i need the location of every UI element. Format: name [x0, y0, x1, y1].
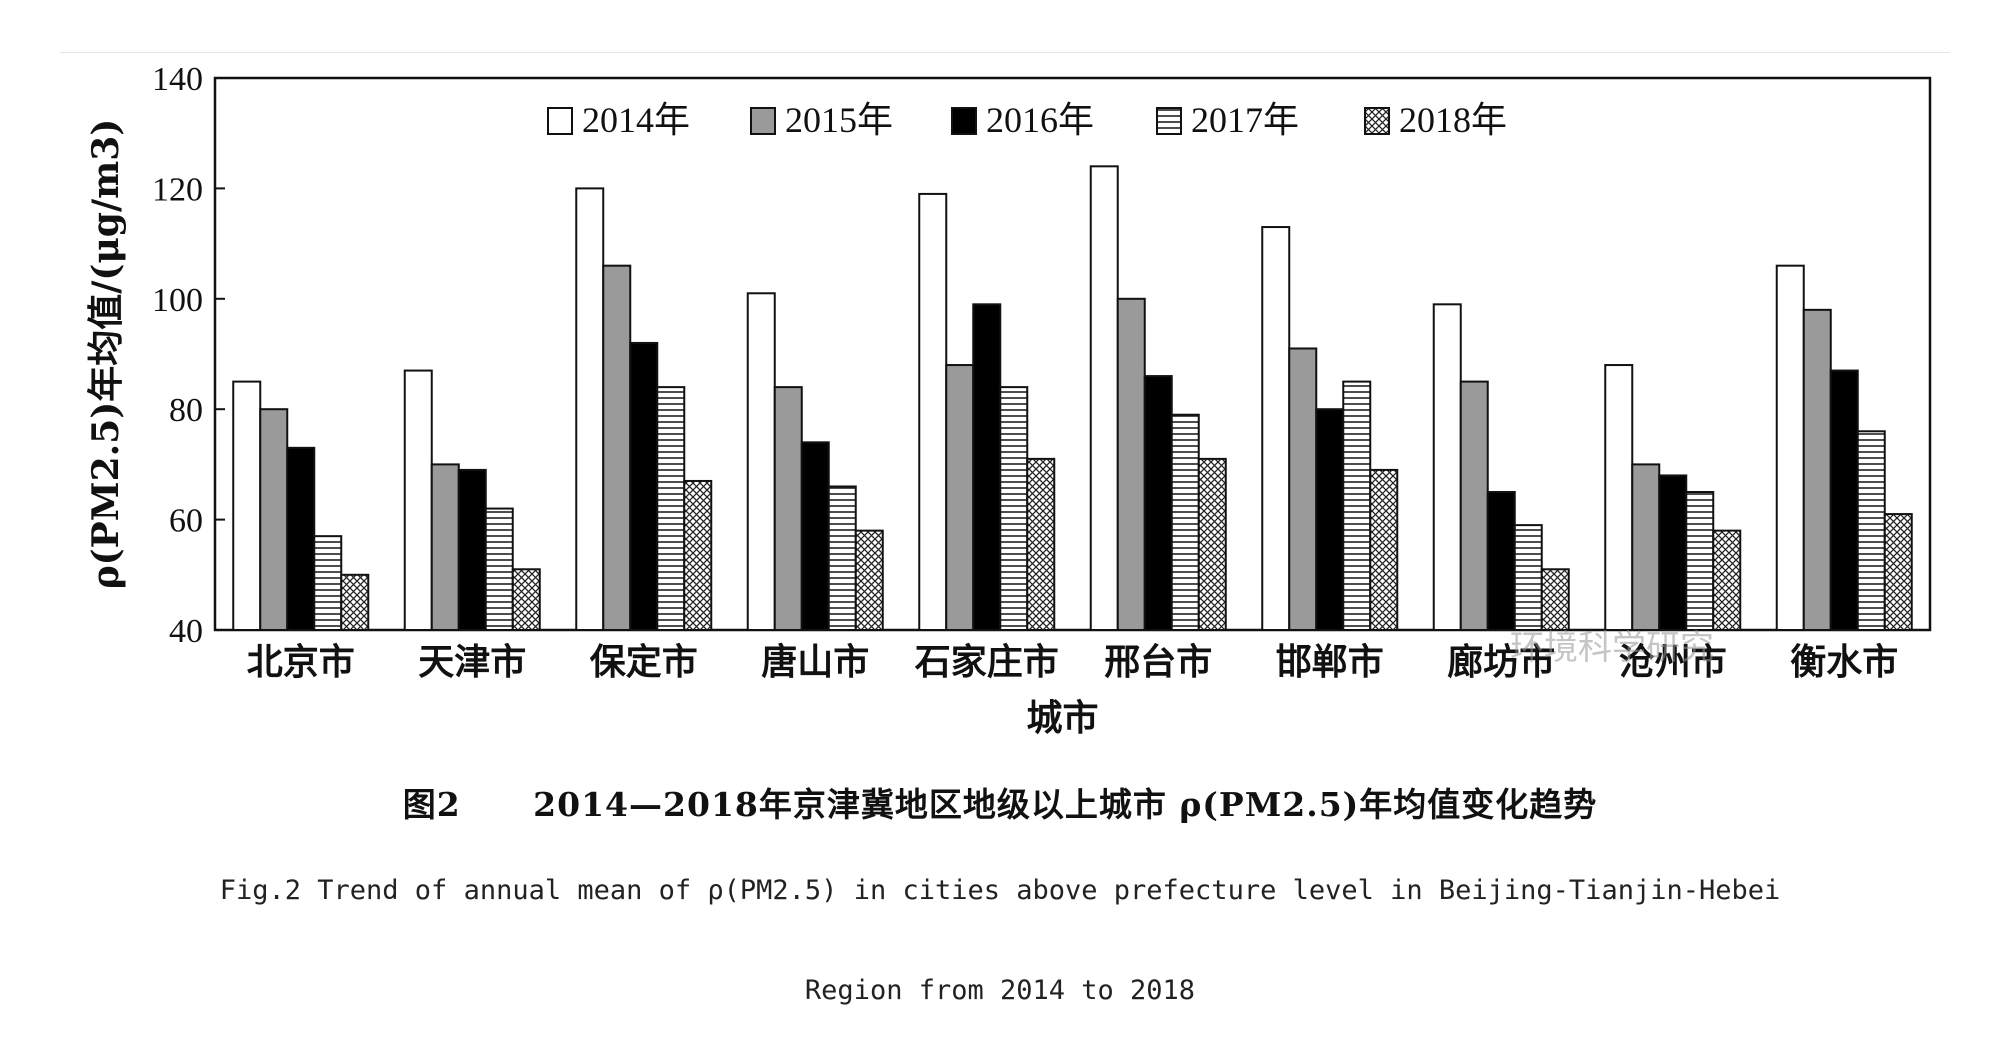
bar: [1315, 408, 1345, 632]
pm25-bar-chart: 40 60 80 100 120 140 ρ(PM2.5)年均值/(μg/m3) 北京市 天津市…: [85, 61, 1932, 739]
bar: [1261, 226, 1291, 631]
bar: [602, 264, 632, 631]
plot-frame: [213, 76, 1932, 632]
figure-caption-en-line1: Fig.2 Trend of annual mean of ρ(PM2.5) i…: [219, 875, 1781, 906]
x-tick-label: 天津市: [418, 641, 526, 683]
figure-caption-en-line2: Region from 2014 to 2018: [804, 975, 1196, 1006]
top-rule: [60, 52, 1950, 53]
legend-swatch: [1364, 107, 1390, 135]
bar: [313, 535, 343, 631]
legend-swatch: [547, 107, 573, 135]
bar: [286, 446, 316, 631]
x-tick-label: 邢台市: [1104, 641, 1212, 683]
bar: [1026, 457, 1056, 631]
y-tick-label: 140: [152, 61, 203, 98]
bar: [1197, 457, 1227, 631]
bar: [1089, 165, 1119, 631]
y-tick-label: 100: [152, 282, 203, 319]
bar: [457, 468, 487, 632]
x-tick-label: 石家庄市: [915, 641, 1059, 683]
y-tick-label: 60: [169, 503, 203, 540]
bar: [1883, 513, 1913, 632]
bar: [746, 292, 776, 631]
bar: [1540, 568, 1570, 632]
y-axis-title: ρ(PM2.5)年均值/(μg/m3): [85, 119, 127, 590]
legend-label: 2017年: [1191, 100, 1299, 140]
x-tick-label: 保定市: [590, 641, 698, 683]
y-tick-label: 80: [169, 392, 203, 429]
bar: [1369, 468, 1399, 632]
bar: [1712, 529, 1742, 632]
x-tick-label: 廊坊市: [1447, 641, 1555, 683]
bar: [656, 386, 686, 631]
watermark: 环境科学研究: [1510, 628, 1714, 668]
bar: [945, 364, 975, 631]
y-tick-label: 40: [169, 613, 203, 650]
legend-swatch: [750, 107, 776, 135]
bar: [430, 463, 460, 631]
bar: [918, 192, 948, 631]
bar: [1658, 474, 1688, 631]
bar: [683, 479, 713, 631]
x-tick-label: 沧州市: [1619, 641, 1727, 683]
bar: [1143, 375, 1173, 631]
legend-label: 2018年: [1399, 100, 1507, 140]
bar: [1513, 524, 1543, 631]
figure-number: 图2: [402, 785, 461, 824]
x-tick-label: 唐山市: [761, 641, 869, 683]
bar: [575, 187, 605, 631]
bar: [629, 341, 659, 631]
figure-caption-cn: 图2 2014—2018年京津冀地区地级以上城市 ρ(PM2.5)年均值变化趋势: [0, 778, 2000, 826]
bar: [999, 386, 1029, 631]
x-tick-label: 北京市: [247, 641, 355, 683]
bar: [800, 441, 830, 631]
legend-label: 2016年: [986, 100, 1094, 140]
bar: [1170, 413, 1200, 631]
bar: [484, 507, 514, 631]
x-tick-label: 衡水市: [1790, 641, 1898, 683]
x-axis-title: 城市: [1026, 697, 1098, 739]
bar: [1604, 364, 1634, 631]
legend-label: 2014年: [582, 100, 690, 140]
bar: [854, 529, 884, 632]
bar: [1342, 380, 1372, 631]
legend-swatch: [951, 107, 977, 135]
figure-title-cn: 2014—2018年京津冀地区地级以上城市 ρ(PM2.5)年均值变化趋势: [533, 785, 1598, 824]
bar: [340, 573, 370, 631]
bar: [827, 485, 857, 632]
legend-label: 2015年: [785, 100, 893, 140]
x-tick-label: 邯郸市: [1276, 641, 1384, 683]
bar: [1116, 297, 1146, 631]
bar: [773, 386, 803, 631]
bar: [1856, 430, 1886, 631]
bar: [1486, 491, 1516, 631]
bar: [1802, 308, 1832, 631]
bar: [1459, 380, 1489, 631]
bar: [1631, 463, 1661, 631]
bar: [511, 568, 541, 632]
bar: [1432, 303, 1462, 631]
bar: [232, 380, 262, 631]
bar: [1685, 491, 1715, 631]
bar: [1288, 347, 1318, 631]
legend-swatch: [1156, 107, 1182, 135]
bar: [1775, 264, 1805, 631]
y-tick-label: 120: [152, 171, 203, 208]
bar: [259, 408, 289, 632]
bar: [972, 303, 1002, 631]
bar: [1829, 369, 1859, 631]
bar: [403, 369, 433, 631]
